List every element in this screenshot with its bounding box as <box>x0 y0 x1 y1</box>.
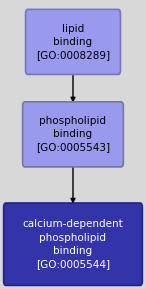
Text: phospholipid
binding
[GO:0005543]: phospholipid binding [GO:0005543] <box>36 116 110 153</box>
FancyBboxPatch shape <box>26 10 120 75</box>
FancyBboxPatch shape <box>23 102 123 167</box>
Text: calcium-dependent
phospholipid
binding
[GO:0005544]: calcium-dependent phospholipid binding [… <box>23 219 123 269</box>
FancyBboxPatch shape <box>4 203 142 286</box>
Text: lipid
binding
[GO:0008289]: lipid binding [GO:0008289] <box>36 24 110 60</box>
